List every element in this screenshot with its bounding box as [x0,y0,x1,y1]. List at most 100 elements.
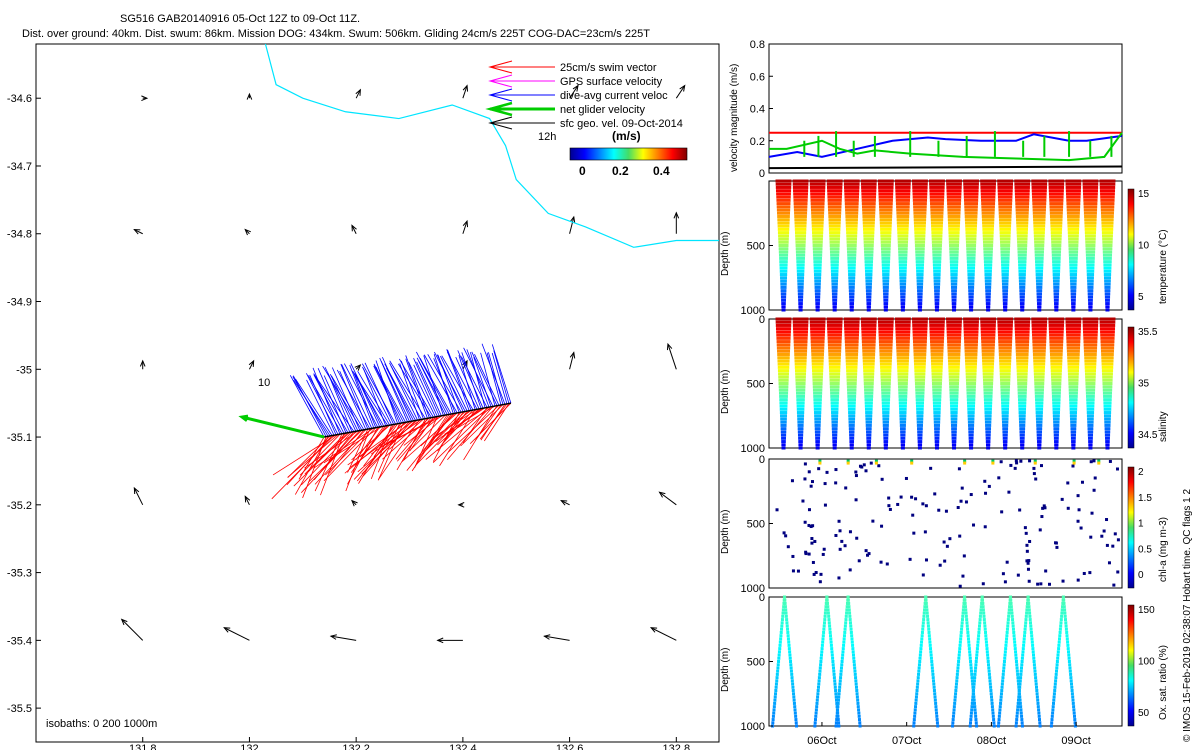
geo-vector-head [462,84,469,92]
velocity-axes-box [768,43,1123,174]
swim-vector [351,424,390,461]
section-oxy-sample [1014,653,1018,657]
section-chl-sample [790,479,794,483]
section-oxy-sample [915,689,919,693]
section-oxy-sample [932,682,936,686]
swim-vector [384,415,444,446]
section-oxy-sample [1013,640,1017,644]
section-chl-sample [1026,567,1030,571]
section-oxy-sample [973,708,977,712]
section-oxy-sample [969,714,973,718]
section-oxy-sample [1031,643,1035,647]
section-chl-sample [1007,490,1011,494]
section-oxy-sample [1055,666,1059,670]
section-oxy-sample [912,724,916,728]
map-ytick-label: -34.9 [7,297,32,309]
section-chl-sample [846,461,850,465]
section-xtick-label: 09Oct [1061,735,1090,747]
section-chl-sample [1072,461,1076,465]
section-oxy-sample [1014,660,1018,663]
section-oxy-sample [857,714,861,718]
section-oxy-sample [986,656,990,660]
section-chl-sample [867,552,871,556]
section-oxy-sample [1021,653,1025,657]
section-oxy-sample [1002,660,1006,663]
section-chl-sample [1115,467,1119,471]
section-oxy-sample [982,614,986,618]
section-oxy-sample [917,672,921,676]
section-oxy-sample [1066,647,1070,651]
swim-vector [328,429,365,474]
section-oxy-sample [999,698,1003,702]
section-oxy-sample [1020,656,1024,660]
swim-vector [287,434,339,478]
swim-vector [300,430,361,493]
section-oxy-sample [771,718,775,722]
section-oxy-sample [956,669,960,673]
geo-vector-head [649,627,658,633]
section-oxy-sample [1032,663,1036,667]
section-oxy-sample [772,711,776,715]
section-oxy-sample [832,672,836,676]
section-oxy-sample [924,595,928,599]
section-chl-sample [784,534,788,538]
section-oxy-sample [1030,640,1034,644]
section-chl-sample [854,474,858,478]
section-oxy-sample [823,618,827,622]
section-oxy-sample [1054,672,1058,676]
section-oxy-sample [1012,630,1016,634]
swim-vector [437,411,464,452]
section-chl-sample [991,459,995,463]
section-oxy-sample [1073,718,1077,722]
credit-text: © IMOS 15-Feb-2019 02:38:07 Hobart time.… [1182,489,1193,742]
section-oxy-sample [1068,666,1072,670]
colorbar-tick-label: 0.5 [1138,544,1152,555]
section-oxy-sample [926,618,930,622]
section-oxy-sample [1018,685,1022,689]
colorbar-tick-label: 10 [1138,241,1150,252]
section-oxy-sample [915,685,919,689]
section-oxy-sample [1023,624,1027,628]
section-oxy-sample [1017,689,1021,693]
section-oxy-sample [1022,637,1026,641]
geo-vector-head [120,618,128,626]
section-oxy-sample [920,640,924,644]
section-oxy-sample [929,653,933,657]
section-chl-sample [813,539,817,543]
section-chl-sample [854,470,858,474]
geo-vector [667,343,677,370]
section-chl-sample [825,470,829,474]
dac-vector [327,372,353,433]
dac-vector [427,354,462,413]
section-oxy-sample [789,660,793,663]
dac-vector [398,358,434,418]
section-oxy-sample [788,653,792,657]
section-oxy-sample [829,640,833,644]
section-oxy-sample [822,630,826,634]
dac-vector [441,355,474,411]
section-chl-sample [812,572,816,576]
section-oxy-sample [981,601,985,605]
section-oxy-sample [856,705,860,709]
velocity-series [768,131,1123,170]
section-oxy-sample [784,611,788,615]
swim-vector [432,408,478,439]
section-chl-sample [869,461,873,465]
section-oxy-sample [821,640,825,644]
dac-vector [336,369,371,429]
dac-vector [389,362,418,421]
section-oxy-sample [934,705,938,709]
section-oxy-sample [849,624,853,628]
section-oxy-sample [978,624,982,628]
section-oxy-sample [967,640,971,644]
section-oxy-sample [821,634,825,638]
section-oxy-sample [791,682,795,686]
section-ytick-label: 0 [759,592,765,604]
section-chl-sample [1054,541,1058,545]
section-oxy-sample [932,679,936,683]
section-oxy-sample [1038,724,1042,728]
section-oxy-sample [838,685,842,689]
section-oxy-sample [847,605,851,609]
section-oxy-sample [972,679,976,683]
